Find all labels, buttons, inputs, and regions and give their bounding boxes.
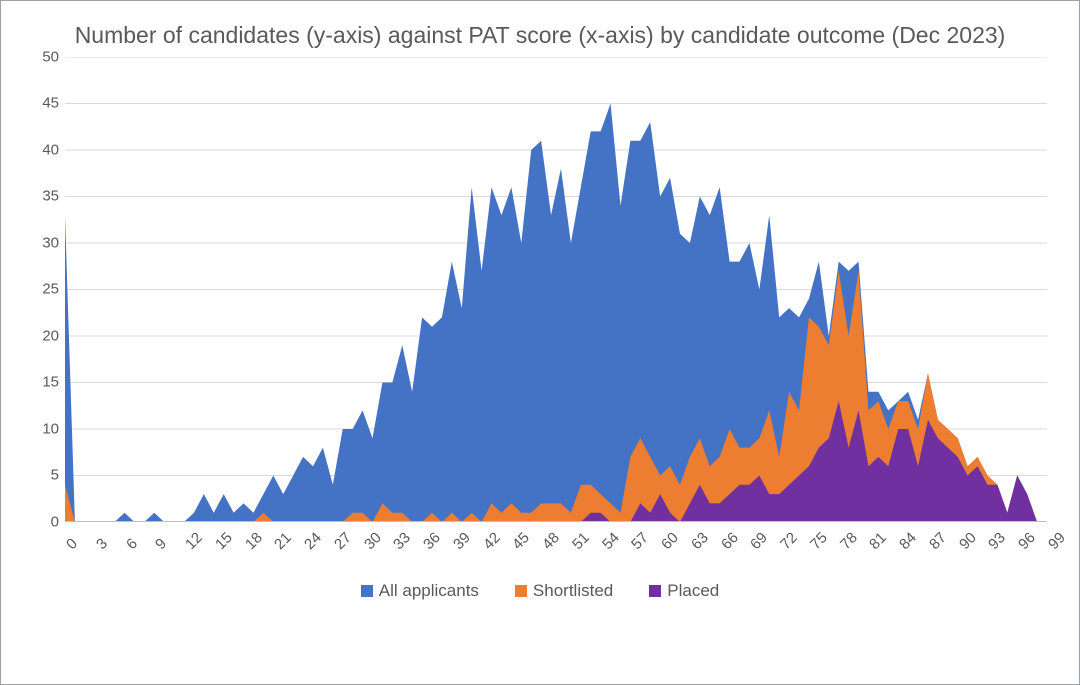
legend-swatch xyxy=(649,585,661,597)
x-tick: 93 xyxy=(985,529,1009,553)
y-tick: 25 xyxy=(42,281,59,298)
x-tick: 48 xyxy=(539,529,563,553)
x-tick: 81 xyxy=(866,529,890,553)
legend-item: All applicants xyxy=(361,581,479,601)
x-tick: 12 xyxy=(182,529,206,553)
legend-item: Shortlisted xyxy=(515,581,613,601)
chart-area: 05101520253035404550 0369121518212427303… xyxy=(23,57,1057,577)
x-tick: 27 xyxy=(331,529,355,553)
x-tick: 84 xyxy=(896,529,920,553)
plot-area xyxy=(65,57,1047,522)
y-tick: 35 xyxy=(42,188,59,205)
x-tick: 66 xyxy=(718,529,742,553)
x-tick: 3 xyxy=(93,535,111,553)
legend-label: Shortlisted xyxy=(533,581,613,600)
x-tick: 18 xyxy=(242,529,266,553)
legend-item: Placed xyxy=(649,581,719,601)
x-tick: 51 xyxy=(569,529,593,553)
y-tick: 10 xyxy=(42,420,59,437)
chart-frame: Number of candidates (y-axis) against PA… xyxy=(0,0,1080,685)
x-tick: 33 xyxy=(390,529,414,553)
x-tick: 90 xyxy=(956,529,980,553)
x-tick: 63 xyxy=(688,529,712,553)
legend: All applicants Shortlisted Placed xyxy=(23,581,1057,601)
x-tick: 24 xyxy=(301,529,325,553)
x-tick: 87 xyxy=(926,529,950,553)
x-tick: 42 xyxy=(480,529,504,553)
y-axis: 05101520253035404550 xyxy=(23,57,65,577)
x-tick: 75 xyxy=(807,529,831,553)
x-tick: 6 xyxy=(123,535,141,553)
y-tick: 5 xyxy=(51,467,59,484)
y-tick: 45 xyxy=(42,95,59,112)
y-tick: 0 xyxy=(51,513,59,530)
chart-title: Number of candidates (y-axis) against PA… xyxy=(63,21,1017,51)
x-tick: 57 xyxy=(628,529,652,553)
y-tick: 30 xyxy=(42,234,59,251)
x-tick: 39 xyxy=(450,529,474,553)
x-tick: 30 xyxy=(361,529,385,553)
x-tick: 15 xyxy=(212,529,236,553)
x-tick: 54 xyxy=(599,529,623,553)
x-tick: 9 xyxy=(152,535,170,553)
x-tick: 36 xyxy=(420,529,444,553)
plot-svg xyxy=(65,57,1047,522)
x-tick: 69 xyxy=(747,529,771,553)
legend-label: Placed xyxy=(667,581,719,600)
y-tick: 40 xyxy=(42,141,59,158)
x-tick: 21 xyxy=(271,529,295,553)
x-tick: 96 xyxy=(1015,529,1039,553)
y-tick: 15 xyxy=(42,374,59,391)
x-tick: 72 xyxy=(777,529,801,553)
x-tick: 60 xyxy=(658,529,682,553)
x-tick: 78 xyxy=(837,529,861,553)
legend-swatch xyxy=(361,585,373,597)
x-axis: 0369121518212427303336394245485154576063… xyxy=(65,525,1047,565)
x-tick: 45 xyxy=(509,529,533,553)
legend-swatch xyxy=(515,585,527,597)
legend-label: All applicants xyxy=(379,581,479,600)
x-tick: 0 xyxy=(63,535,81,553)
y-tick: 20 xyxy=(42,327,59,344)
y-tick: 50 xyxy=(42,48,59,65)
x-tick: 99 xyxy=(1045,529,1069,553)
